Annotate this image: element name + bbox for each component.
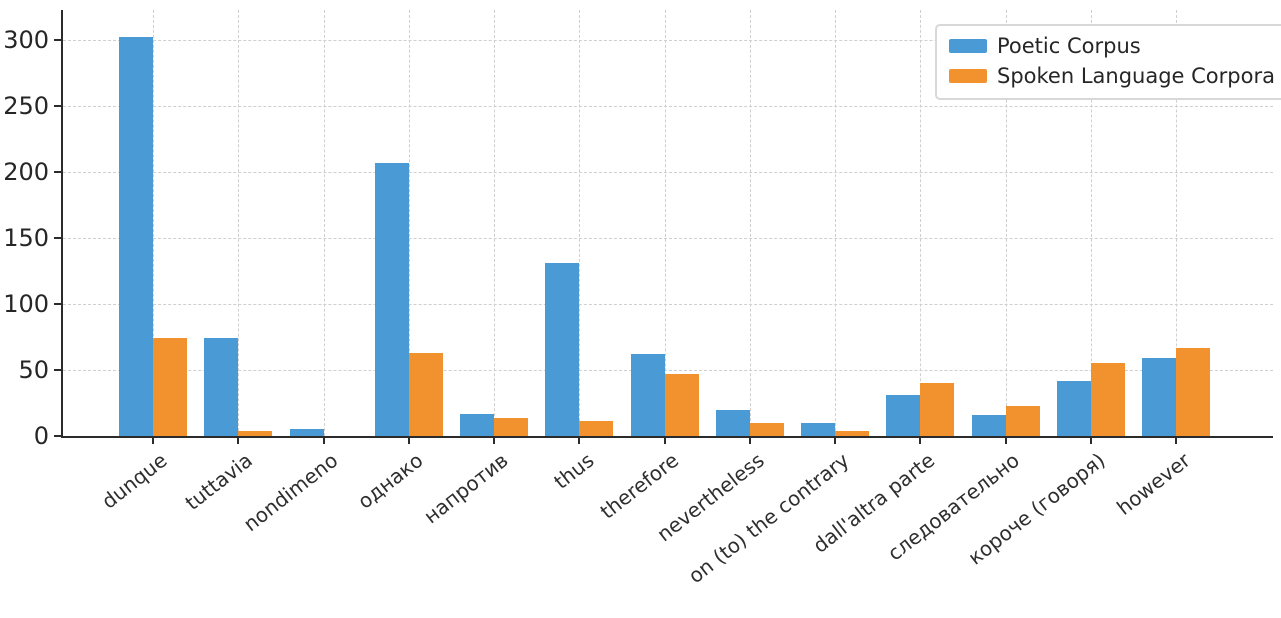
bar-spoken-language-corpora-5 <box>579 421 614 436</box>
bar-poetic-corpus-11 <box>1056 381 1091 436</box>
v-gridline-11 <box>1090 10 1092 436</box>
h-gridline-100 <box>63 304 1273 305</box>
legend-label-poetic-corpus: Poetic Corpus <box>997 34 1141 58</box>
x-tick-label: dunque <box>97 448 172 514</box>
bar-poetic-corpus-6 <box>630 354 665 436</box>
bar-poetic-corpus-10 <box>971 415 1006 436</box>
x-tick-11 <box>1089 438 1092 444</box>
v-gridline-8 <box>835 10 836 436</box>
x-tick-1 <box>237 438 240 444</box>
y-tick-label-150: 150 <box>3 224 49 252</box>
x-tick-12 <box>1175 438 1177 444</box>
x-tick-label: однако <box>353 448 428 514</box>
legend-item-spoken-language-corpora: Spoken Language Corpora <box>949 64 1275 88</box>
x-tick-7 <box>748 438 751 444</box>
bar-poetic-corpus-7 <box>715 410 750 436</box>
x-tick-label: however <box>1112 448 1195 520</box>
y-tick-250 <box>54 105 61 107</box>
y-tick-label-0: 0 <box>33 422 49 450</box>
h-gridline-250 <box>63 106 1273 107</box>
y-tick-100 <box>54 303 61 305</box>
v-gridline-0 <box>153 10 154 436</box>
bar-spoken-language-corpora-1 <box>238 431 273 436</box>
y-tick-label-300: 300 <box>3 26 49 54</box>
x-tick-5 <box>578 438 581 444</box>
x-tick-3 <box>407 438 410 444</box>
x-tick-label: tuttavia <box>180 448 258 516</box>
x-tick-label: nondimeno <box>238 448 343 537</box>
legend-item-poetic-corpus: Poetic Corpus <box>949 34 1275 58</box>
y-tick-label-50: 50 <box>18 356 49 384</box>
bar-spoken-language-corpora-3 <box>408 353 443 436</box>
legend-swatch-poetic-corpus <box>949 39 987 53</box>
v-gridline-2 <box>323 10 325 436</box>
h-gridline-200 <box>63 172 1273 173</box>
bar-poetic-corpus-1 <box>204 338 239 436</box>
y-tick-0 <box>54 435 61 437</box>
bar-poetic-corpus-9 <box>886 395 921 436</box>
v-gridline-12 <box>1176 10 1177 436</box>
y-tick-200 <box>54 171 61 173</box>
bar-spoken-language-corpora-12 <box>1176 348 1210 436</box>
v-gridline-7 <box>749 10 751 436</box>
y-tick-150 <box>54 237 61 239</box>
y-tick-50 <box>54 369 61 371</box>
v-gridline-6 <box>664 10 666 436</box>
v-gridline-9 <box>920 10 922 436</box>
x-axis-spine <box>61 436 1273 438</box>
x-tick-label: thus <box>548 448 599 494</box>
legend: Poetic Corpus Spoken Language Corpora <box>935 24 1281 100</box>
bar-poetic-corpus-0 <box>119 37 153 436</box>
bar-spoken-language-corpora-10 <box>1005 406 1040 436</box>
v-gridline-5 <box>579 10 581 436</box>
y-tick-label-100: 100 <box>3 290 49 318</box>
v-gridline-4 <box>494 10 495 436</box>
x-tick-2 <box>322 438 325 444</box>
v-gridline-3 <box>408 10 410 436</box>
bar-spoken-language-corpora-9 <box>920 383 955 436</box>
v-gridline-10 <box>1005 10 1007 436</box>
x-tick-0 <box>152 438 154 444</box>
y-tick-300 <box>54 39 61 41</box>
x-tick-8 <box>834 438 836 444</box>
x-tick-4 <box>493 438 495 444</box>
v-gridline-1 <box>238 10 240 436</box>
bar-poetic-corpus-8 <box>801 423 835 436</box>
x-tick-label: напротив <box>419 448 513 529</box>
x-tick-6 <box>663 438 666 444</box>
x-tick-10 <box>1004 438 1007 444</box>
bar-spoken-language-corpora-4 <box>494 418 528 436</box>
bar-poetic-corpus-5 <box>545 263 580 436</box>
bar-poetic-corpus-2 <box>289 429 324 436</box>
legend-label-spoken-language-corpora: Spoken Language Corpora <box>997 64 1275 88</box>
y-tick-label-200: 200 <box>3 158 49 186</box>
plot-area: 0 50 100 150 200 250 300 dunque tuttavia nondime… <box>3 10 1281 588</box>
bar-poetic-corpus-3 <box>374 163 409 436</box>
bar-poetic-corpus-12 <box>1142 358 1176 436</box>
h-gridline-300 <box>63 40 1273 41</box>
h-gridline-50 <box>63 370 1273 371</box>
h-gridline-150 <box>63 238 1273 239</box>
y-axis-spine <box>61 10 63 438</box>
bar-spoken-language-corpora-6 <box>664 374 699 436</box>
bar-spoken-language-corpora-0 <box>153 338 187 436</box>
x-tick-9 <box>919 438 922 444</box>
bar-spoken-language-corpora-8 <box>835 431 869 436</box>
legend-swatch-spoken-language-corpora <box>949 69 987 83</box>
bar-poetic-corpus-4 <box>460 414 494 436</box>
x-tick-label: on (to) the contrary <box>683 448 854 589</box>
y-tick-label-250: 250 <box>3 92 49 120</box>
bar-spoken-language-corpora-11 <box>1090 363 1125 436</box>
bar-spoken-language-corpora-7 <box>749 423 784 436</box>
